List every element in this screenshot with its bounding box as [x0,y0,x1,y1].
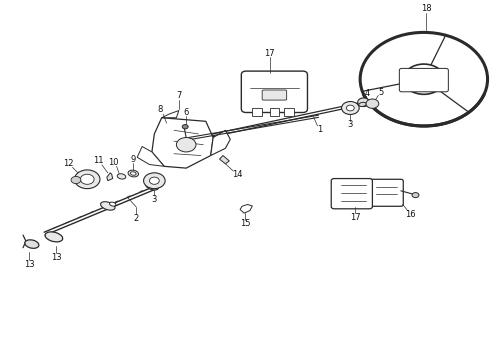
Circle shape [182,125,188,129]
Text: 7: 7 [176,91,181,100]
Ellipse shape [128,170,139,177]
Bar [270,108,279,116]
Circle shape [149,177,159,184]
Circle shape [360,32,488,126]
Text: 3: 3 [348,120,353,129]
FancyBboxPatch shape [399,68,448,92]
Polygon shape [137,147,164,166]
Circle shape [346,105,354,111]
FancyBboxPatch shape [262,90,287,100]
Polygon shape [152,118,213,168]
Ellipse shape [130,172,136,175]
Circle shape [366,99,379,108]
Text: 4: 4 [365,89,370,98]
Text: 14: 14 [232,170,243,179]
Text: 3: 3 [152,194,157,204]
Ellipse shape [45,232,63,242]
Text: 5: 5 [379,88,384,97]
Polygon shape [162,111,179,118]
Text: 16: 16 [405,210,416,219]
Text: 8: 8 [158,105,163,114]
Ellipse shape [146,183,158,190]
Circle shape [71,176,81,184]
Circle shape [144,173,165,189]
Ellipse shape [25,240,39,248]
Polygon shape [220,156,229,164]
Text: 15: 15 [240,220,250,229]
Text: 1: 1 [317,125,322,134]
Polygon shape [240,204,252,213]
Text: 2: 2 [134,214,139,223]
Text: 10: 10 [108,158,119,167]
FancyBboxPatch shape [370,179,403,206]
Text: 13: 13 [24,260,35,269]
Text: 12: 12 [63,159,74,168]
Circle shape [342,102,359,114]
Bar [284,108,294,116]
Circle shape [403,64,444,94]
Text: 17: 17 [264,49,275,58]
Text: 9: 9 [131,155,136,163]
Text: 6: 6 [184,108,189,117]
Circle shape [176,138,196,152]
Text: 11: 11 [93,156,103,166]
Circle shape [412,193,419,198]
Circle shape [358,98,369,107]
Ellipse shape [117,174,126,179]
FancyBboxPatch shape [331,179,372,209]
Text: 13: 13 [51,253,62,261]
Text: 17: 17 [350,212,361,222]
Text: 18: 18 [421,4,432,13]
Polygon shape [107,173,113,181]
Bar [252,108,262,116]
Circle shape [74,170,100,189]
Circle shape [80,174,94,184]
FancyBboxPatch shape [242,71,308,112]
Polygon shape [211,130,230,156]
Ellipse shape [109,202,116,206]
Ellipse shape [359,102,367,107]
Ellipse shape [100,202,115,210]
